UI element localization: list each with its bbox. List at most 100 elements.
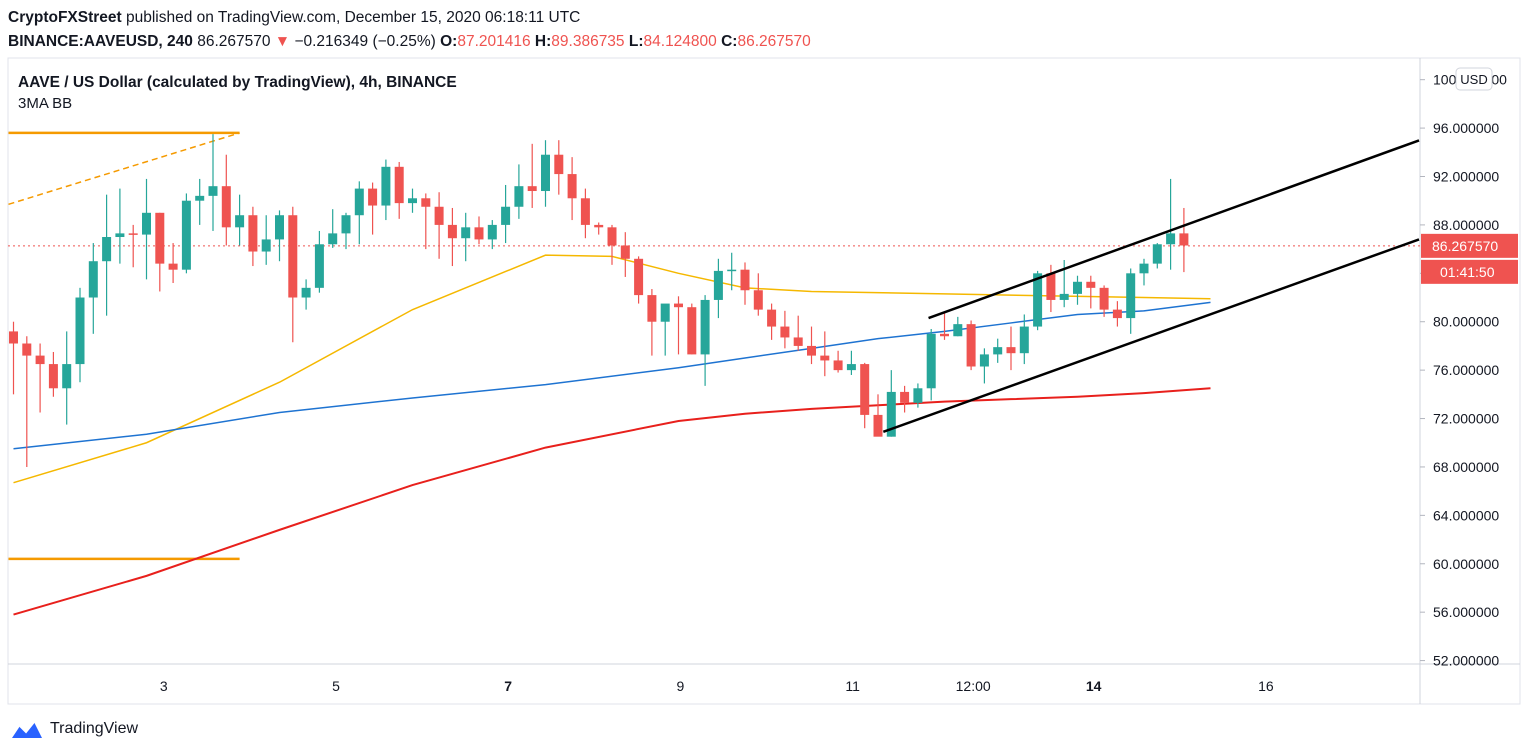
currency-badge[interactable] bbox=[1455, 67, 1493, 91]
candle-body bbox=[1166, 233, 1176, 245]
time-tick-label: 5 bbox=[332, 678, 340, 694]
candle-body bbox=[953, 324, 963, 337]
candle-body bbox=[727, 269, 737, 272]
price-tick-label: 64.000000 bbox=[1433, 507, 1499, 523]
candle-body bbox=[1086, 281, 1096, 288]
candle-body bbox=[88, 261, 98, 298]
candle-body bbox=[1126, 273, 1136, 319]
candle-body bbox=[647, 295, 657, 322]
price-tick-label: 76.000000 bbox=[1433, 362, 1499, 378]
candle-body bbox=[1046, 273, 1056, 300]
author-name[interactable]: CryptoFXStreet bbox=[8, 9, 122, 26]
close-value: 86.267570 bbox=[737, 33, 811, 50]
candle-body bbox=[846, 364, 856, 371]
candle-body bbox=[235, 215, 245, 228]
candle-body bbox=[687, 307, 697, 355]
open-label: O: bbox=[440, 33, 458, 50]
candle-body bbox=[314, 244, 324, 288]
candle-body bbox=[674, 303, 683, 308]
candle-body bbox=[48, 364, 58, 389]
channel-trend-line bbox=[928, 139, 1420, 320]
price-tick-label: 92.000000 bbox=[1433, 168, 1499, 184]
candle-body bbox=[474, 227, 484, 240]
price-change: −0.216349 (−0.25%) bbox=[294, 33, 436, 50]
candle-body bbox=[487, 224, 497, 240]
candle-body bbox=[1152, 244, 1162, 264]
candle-body bbox=[461, 227, 471, 239]
candle-body bbox=[142, 212, 151, 235]
currency-label: USD bbox=[1460, 72, 1487, 87]
candle-body bbox=[793, 337, 803, 346]
open-value: 87.201416 bbox=[457, 33, 531, 50]
symbol-label: BINANCE:AAVEUSD, 240 bbox=[8, 33, 193, 50]
footer-brand[interactable]: TradingView bbox=[10, 716, 138, 742]
high-label: H: bbox=[534, 33, 552, 50]
close-label: C: bbox=[721, 33, 738, 50]
price-axis-badges: USD 86.267570 01:41:50 bbox=[1421, 67, 1518, 284]
candle-body bbox=[115, 233, 125, 238]
last-price-badge bbox=[1421, 233, 1518, 258]
ohlc-line: BINANCE:AAVEUSD, 240 86.267570 ▼ −0.2163… bbox=[8, 30, 1508, 54]
time-tick-label: 16 bbox=[1258, 678, 1274, 694]
candle-body bbox=[607, 227, 617, 246]
chart-legend: AAVE / US Dollar (calculated by TradingV… bbox=[18, 74, 457, 112]
candle-body bbox=[820, 355, 830, 361]
candle-body bbox=[993, 347, 1003, 355]
candle-body bbox=[221, 186, 231, 228]
candle-body bbox=[1073, 281, 1082, 294]
candle-body bbox=[1139, 263, 1149, 274]
tradingview-brand: TradingView bbox=[50, 720, 139, 737]
publish-info: published on TradingView.com, December 1… bbox=[126, 9, 581, 26]
candle-body bbox=[1019, 326, 1029, 354]
down-arrow-icon: ▼ bbox=[274, 33, 291, 50]
candle-body bbox=[807, 345, 816, 356]
legend-title: AAVE / US Dollar (calculated by TradingV… bbox=[18, 74, 457, 91]
price-tick-label: 80.000000 bbox=[1433, 314, 1499, 330]
candle-body bbox=[168, 263, 178, 270]
candle-body bbox=[368, 188, 378, 206]
candle-body bbox=[713, 270, 723, 300]
candle-body bbox=[541, 154, 550, 192]
candle-body bbox=[900, 391, 910, 403]
candle-body bbox=[434, 206, 444, 225]
candle-body bbox=[102, 237, 112, 262]
candle-body bbox=[1033, 273, 1043, 327]
channel-trend-line bbox=[882, 238, 1420, 434]
candle-body bbox=[354, 188, 364, 216]
candle-body bbox=[527, 186, 537, 192]
plot-area[interactable] bbox=[8, 131, 1420, 616]
candle-body bbox=[341, 215, 351, 234]
price-axis[interactable]: 100.00000096.00000092.00000088.00000084.… bbox=[1420, 72, 1507, 669]
price-tick-label: 60.000000 bbox=[1433, 556, 1499, 572]
time-axis[interactable]: 3 5 7 9 11 12:00 14 16 bbox=[160, 678, 1274, 694]
candle-body bbox=[700, 299, 710, 355]
candle-body bbox=[753, 290, 763, 310]
price-tick-label: 56.000000 bbox=[1433, 604, 1499, 620]
candle-body bbox=[447, 224, 457, 239]
candle-body bbox=[833, 360, 843, 371]
time-tick-label: 9 bbox=[677, 678, 685, 694]
candle-body bbox=[873, 414, 883, 437]
candle-body bbox=[301, 287, 311, 298]
candle-body bbox=[1006, 347, 1016, 354]
countdown-badge bbox=[1421, 259, 1518, 284]
candle-body bbox=[514, 186, 524, 207]
candle-body bbox=[913, 388, 923, 403]
candle-body bbox=[421, 198, 431, 207]
high-value: 89.386735 bbox=[551, 33, 625, 50]
low-value: 84.124800 bbox=[643, 33, 717, 50]
candle-body bbox=[62, 364, 72, 389]
countdown-label: 01:41:50 bbox=[1440, 264, 1495, 280]
candle-body bbox=[181, 200, 191, 270]
candle-body bbox=[634, 258, 644, 296]
candle-body bbox=[620, 245, 630, 259]
candle-body bbox=[580, 198, 590, 225]
candle-body bbox=[9, 331, 18, 344]
candle-body bbox=[128, 233, 138, 235]
chart-header: CryptoFXStreet published on TradingView.… bbox=[8, 6, 1508, 54]
candle-body bbox=[767, 309, 777, 327]
ma-mid-line bbox=[13, 301, 1211, 450]
ma-slow-line bbox=[13, 387, 1211, 616]
candle-body bbox=[1099, 287, 1109, 310]
